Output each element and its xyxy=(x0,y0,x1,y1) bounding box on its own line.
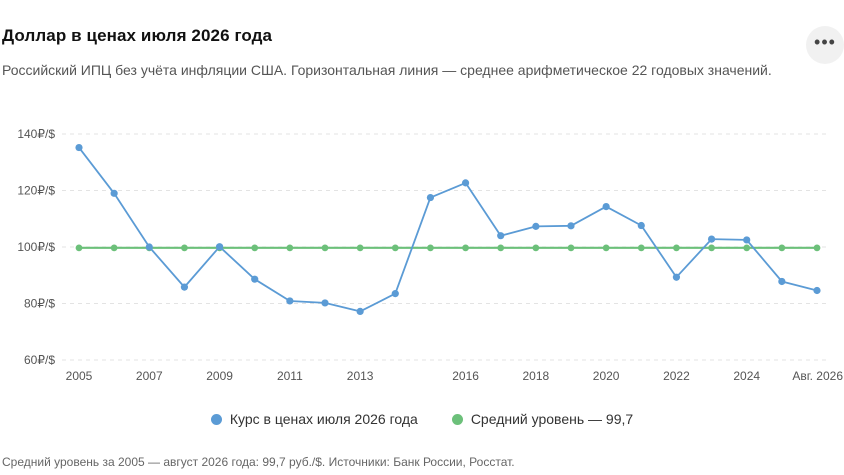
data-point-average[interactable] xyxy=(708,244,715,252)
data-point-rate[interactable] xyxy=(286,297,294,305)
legend-dot-icon xyxy=(210,413,222,425)
data-point-rate[interactable] xyxy=(251,275,259,283)
data-point-rate[interactable] xyxy=(532,222,540,230)
data-point-rate[interactable] xyxy=(637,221,645,230)
data-point-average[interactable] xyxy=(462,244,469,252)
line-chart: 60₽/$80₽/$100₽/$120₽/$140₽/$ 2005 2007 200… xyxy=(17,127,844,383)
data-point-average[interactable] xyxy=(602,244,610,252)
data-point-average[interactable] xyxy=(813,244,821,252)
data-point-rate[interactable] xyxy=(672,273,681,281)
x-tick-label: 2005 xyxy=(66,369,93,383)
data-point-average[interactable] xyxy=(637,244,645,252)
x-tick-label: 2013 xyxy=(347,369,374,383)
x-axis: 2005 2007 2009 2011 2013 2016 2018 2020 2022 2024… xyxy=(66,369,844,383)
data-point-average[interactable] xyxy=(75,244,83,252)
data-point-average[interactable] xyxy=(110,244,118,252)
x-tick-label: 2018 xyxy=(523,369,550,383)
legend-dot-icon xyxy=(451,413,463,425)
more-horizontal-icon: ••• xyxy=(814,32,836,52)
y-tick-label: 120₽/$ xyxy=(17,184,55,198)
y-tick-label: 80₽/$ xyxy=(24,297,55,311)
data-point-average[interactable] xyxy=(778,244,786,252)
data-point-average[interactable] xyxy=(743,244,751,252)
data-point-rate[interactable] xyxy=(145,243,153,251)
legend-item-average[interactable]: Средний уровень — 99,7 xyxy=(451,411,634,427)
data-point-rate[interactable] xyxy=(391,290,399,298)
data-point-rate[interactable] xyxy=(461,179,470,187)
y-axis: 60₽/$ 80₽/$ 100₽/$ 120₽/$ 140₽/$ xyxy=(17,127,55,367)
data-point-average[interactable] xyxy=(286,244,294,252)
data-point-average[interactable] xyxy=(356,244,364,252)
data-point-rate[interactable] xyxy=(743,236,751,244)
data-point-average[interactable] xyxy=(497,244,505,252)
data-point-rate[interactable] xyxy=(426,193,435,202)
data-point-average[interactable] xyxy=(673,244,680,252)
data-point-rate[interactable] xyxy=(75,143,83,152)
x-tick-label: Авг. 2026 xyxy=(792,369,843,383)
legend-label: Средний уровень — 99,7 xyxy=(470,411,634,427)
legend-item-rate[interactable]: Курс в ценах июля 2026 года xyxy=(210,411,418,427)
data-point-average[interactable] xyxy=(427,244,434,252)
data-point-average[interactable] xyxy=(567,244,575,252)
series-layer xyxy=(75,143,821,316)
chart-subtitle: Российский ИПЦ без учёта инфляции США. Г… xyxy=(2,62,772,78)
y-tick-label: 60₽/$ xyxy=(24,353,55,367)
series-rate xyxy=(75,143,821,316)
data-point-rate[interactable] xyxy=(110,189,118,197)
data-point-rate[interactable] xyxy=(356,307,364,316)
series-average xyxy=(75,244,821,252)
series-line-rate xyxy=(78,147,818,313)
x-tick-label: 2007 xyxy=(136,369,163,383)
data-point-rate[interactable] xyxy=(321,299,329,307)
x-tick-label: 2011 xyxy=(277,369,303,383)
more-options-button[interactable]: ••• xyxy=(806,26,844,64)
data-point-average[interactable] xyxy=(181,244,188,252)
chart-legend: Курс в ценах июля 2026 года Средний уров… xyxy=(0,411,844,427)
data-point-rate[interactable] xyxy=(497,232,505,240)
data-point-average[interactable] xyxy=(391,244,399,252)
data-point-average[interactable] xyxy=(532,244,540,252)
data-point-rate[interactable] xyxy=(778,277,786,286)
data-point-rate[interactable] xyxy=(813,286,821,295)
y-tick-label: 100₽/$ xyxy=(17,240,55,254)
x-tick-label: 2009 xyxy=(206,369,233,383)
data-point-rate[interactable] xyxy=(602,203,610,211)
x-tick-label: 2020 xyxy=(593,369,620,383)
data-point-average[interactable] xyxy=(321,244,329,252)
x-tick-label: 2016 xyxy=(452,369,479,383)
data-point-rate[interactable] xyxy=(707,235,716,243)
chart-title: Доллар в ценах июля 2026 года xyxy=(2,26,273,45)
data-point-rate[interactable] xyxy=(567,222,575,230)
footnote: Средний уровень за 2005 — август 2026 го… xyxy=(2,455,515,469)
x-tick-label: 2022 xyxy=(663,369,690,383)
data-point-rate[interactable] xyxy=(215,243,224,251)
legend-label: Курс в ценах июля 2026 года xyxy=(229,411,418,427)
data-point-rate[interactable] xyxy=(180,283,189,291)
x-tick-label: 2024 xyxy=(733,369,760,383)
y-tick-label: 140₽/$ xyxy=(17,127,55,141)
data-point-average[interactable] xyxy=(251,244,259,252)
